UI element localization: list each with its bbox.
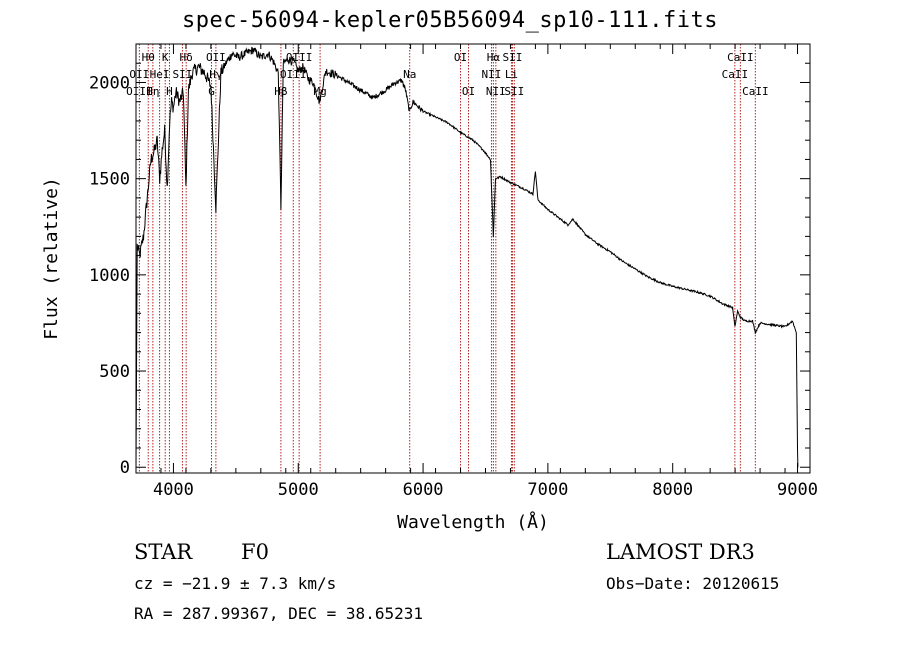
spectral-line-label: G (208, 85, 215, 98)
spectral-line-label: CaII (727, 51, 754, 64)
spectral-line-label: Hα (487, 51, 501, 64)
object-class: STAR (134, 540, 193, 564)
spectral-line-label: OII (129, 68, 149, 81)
y-axis-label: Flux (relative) (41, 177, 62, 340)
y-tick-label: 2000 (89, 73, 130, 93)
spectral-line-label: Hβ (274, 85, 288, 98)
spectral-line-label: Na (403, 68, 416, 81)
reference-lines (138, 44, 756, 473)
spectral-line-label: SII (503, 51, 523, 64)
y-tick-label: 500 (99, 362, 130, 382)
spectral-line-label: OI (454, 51, 467, 64)
spectral-line-label: CaII (722, 68, 749, 81)
spectral-line-label: Hδ (180, 51, 193, 64)
coordinates: RA = 287.99367, DEC = 38.65231 (134, 604, 423, 623)
x-tick-label: 5000 (278, 480, 319, 500)
axis-ticks: 4000 5000 6000 7000 8000 9000 0 500 1000 1500 2000 (89, 44, 818, 500)
observation-date: Obs−Date: 20120615 (606, 574, 780, 593)
spectral-line-label: Hη (146, 85, 159, 98)
spectral-line-label: OII (206, 51, 226, 64)
spectral-line-label: OIII (286, 51, 313, 64)
survey-name: LAMOST DR3 (606, 540, 755, 564)
spectral-line-label: Hγ (209, 68, 223, 81)
y-tick-label: 0 (120, 458, 130, 478)
spectral-line-label: SII (172, 68, 192, 81)
spectral-line-label: NII (486, 85, 506, 98)
spectral-line-label: K (162, 51, 169, 64)
plot-frame (135, 43, 811, 474)
x-tick-label: 4000 (153, 480, 194, 500)
x-axis-label: Wavelength (Å) (397, 511, 549, 533)
spectral-line-label: OIII (126, 85, 153, 98)
x-tick-label: 6000 (403, 480, 444, 500)
x-tick-label: 7000 (527, 480, 568, 500)
spectral-line-label: NII (482, 68, 502, 81)
spectral-line-label: OI (462, 85, 475, 98)
x-tick-label: 9000 (777, 480, 818, 500)
spectral-line-label: H (166, 85, 173, 98)
x-tick-label: 8000 (652, 480, 693, 500)
redshift-velocity: cz = −21.9 ± 7.3 km/s (134, 574, 337, 593)
spectrum-line (135, 46, 799, 468)
chart-title: spec-56094-kepler05B56094_sp10-111.fits (181, 8, 719, 33)
spectral-line-label: SII (504, 85, 524, 98)
object-subclass: F0 (241, 540, 269, 564)
spectral-line-label: Li (505, 68, 518, 81)
spectral-line-label: Hθ (142, 51, 155, 64)
y-tick-label: 1500 (89, 170, 130, 190)
spectral-line-label: OIII (280, 68, 307, 81)
y-tick-label: 1000 (89, 266, 130, 286)
spectral-line-label: Mg (313, 85, 326, 98)
spectral-line-label: CaII (742, 85, 769, 98)
spectral-line-label: HeI (150, 68, 170, 81)
